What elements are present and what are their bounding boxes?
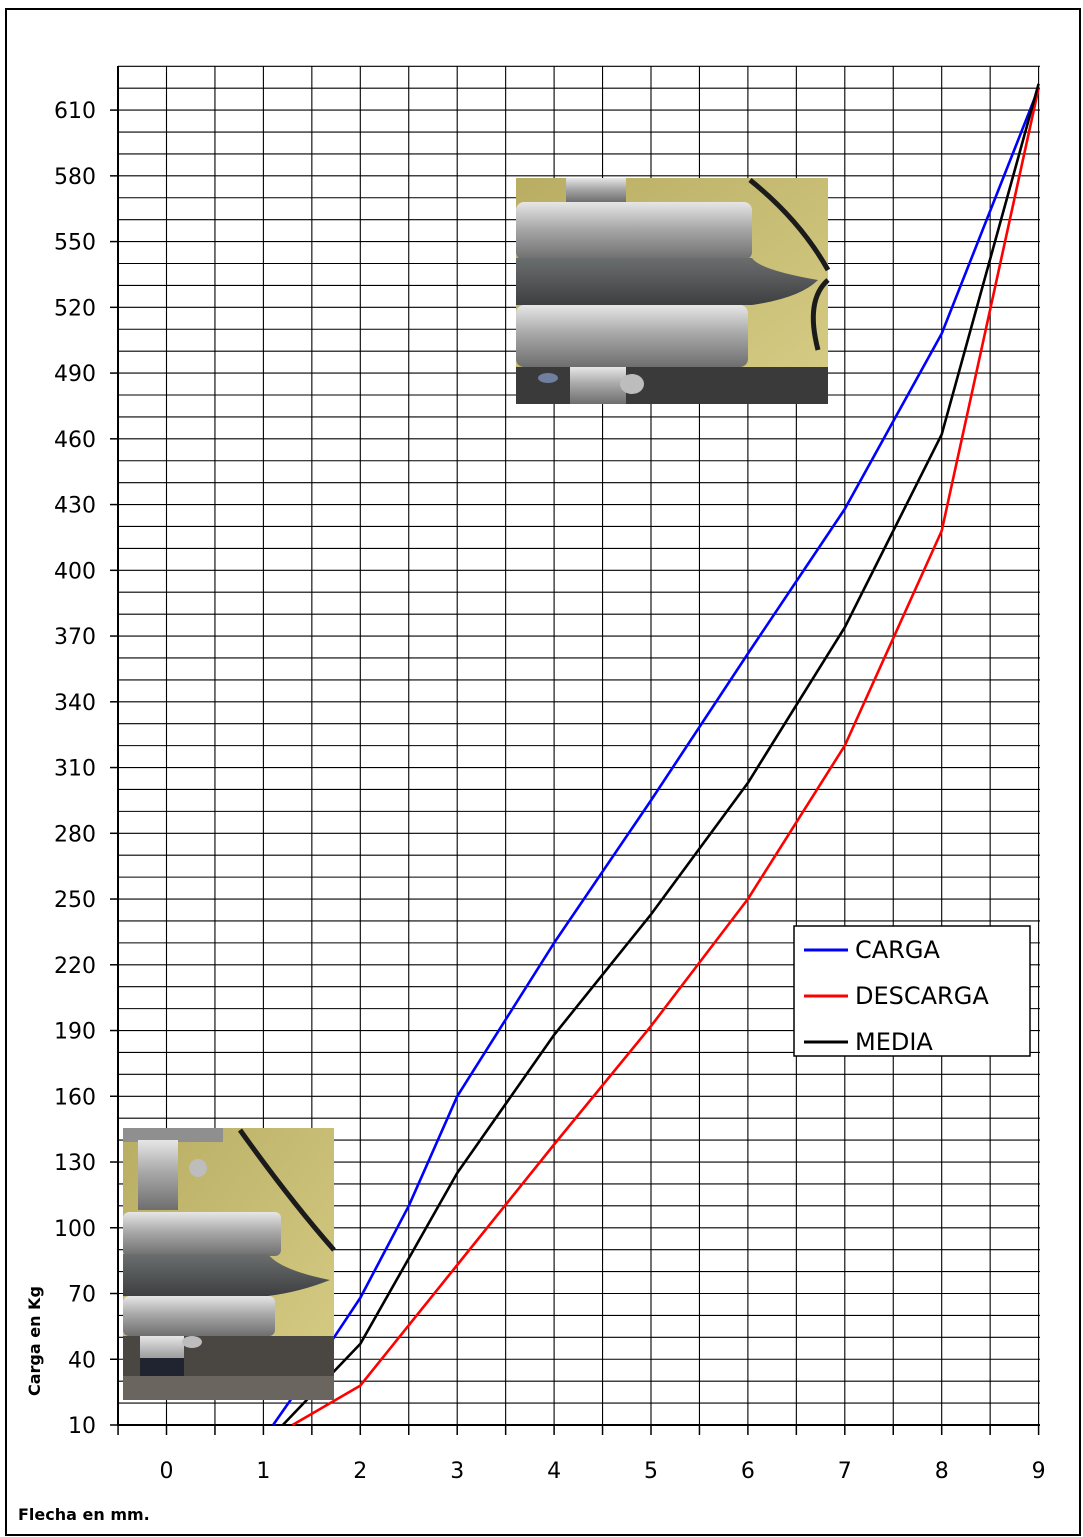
tick-labels: 1040701001301601902202502803103403704004…: [54, 99, 1046, 1484]
y-tick-label: 100: [54, 1217, 96, 1242]
series-line-media: [281, 83, 1040, 1426]
y-tick-label: 190: [54, 1020, 96, 1045]
series-line-carga: [272, 87, 1040, 1426]
y-tick-label: 340: [54, 691, 96, 716]
y-tick-label: 70: [68, 1283, 96, 1308]
y-tick-label: 220: [54, 954, 96, 979]
bottom-inset-photo: [123, 1128, 336, 1400]
y-tick-label: 130: [54, 1151, 96, 1176]
y-tick-label: 490: [54, 362, 96, 387]
y-tick-label: 520: [54, 296, 96, 321]
y-tick-label: 460: [54, 428, 96, 453]
y-tick-label: 10: [68, 1414, 96, 1439]
y-tick-label: 430: [54, 494, 96, 519]
top-inset-photo: [516, 178, 831, 404]
series-line-descarga: [291, 87, 1040, 1427]
axes: [110, 66, 1040, 1435]
series-lines: [272, 83, 1040, 1427]
x-tick-label: 0: [160, 1459, 174, 1484]
y-tick-label: 610: [54, 99, 96, 124]
x-tick-label: 2: [353, 1459, 367, 1484]
y-tick-label: 160: [54, 1085, 96, 1110]
y-tick-label: 280: [54, 822, 96, 847]
y-tick-label: 400: [54, 559, 96, 584]
legend-box: [793, 925, 1031, 1057]
y-axis-title: Carga en Kg: [25, 1286, 44, 1396]
y-tick-label: 370: [54, 625, 96, 650]
x-tick-label: 8: [935, 1459, 949, 1484]
x-tick-label: 6: [741, 1459, 755, 1484]
legend-label-media: MEDIA: [855, 1028, 933, 1056]
x-tick-label: 5: [644, 1459, 658, 1484]
y-tick-label: 550: [54, 231, 96, 256]
x-axis-title: Flecha en mm.: [18, 1505, 150, 1524]
x-tick-label: 9: [1032, 1459, 1046, 1484]
legend-label-carga: CARGA: [855, 936, 940, 964]
y-tick-label: 310: [54, 757, 96, 782]
legend: CARGA DESCARGA MEDIA: [793, 925, 1031, 1057]
x-tick-label: 7: [838, 1459, 852, 1484]
legend-label-descarga: DESCARGA: [855, 982, 989, 1010]
x-tick-label: 4: [547, 1459, 561, 1484]
y-tick-label: 40: [68, 1348, 96, 1373]
x-tick-label: 1: [256, 1459, 270, 1484]
y-tick-label: 250: [54, 888, 96, 913]
x-tick-label: 3: [450, 1459, 464, 1484]
y-tick-label: 580: [54, 165, 96, 190]
